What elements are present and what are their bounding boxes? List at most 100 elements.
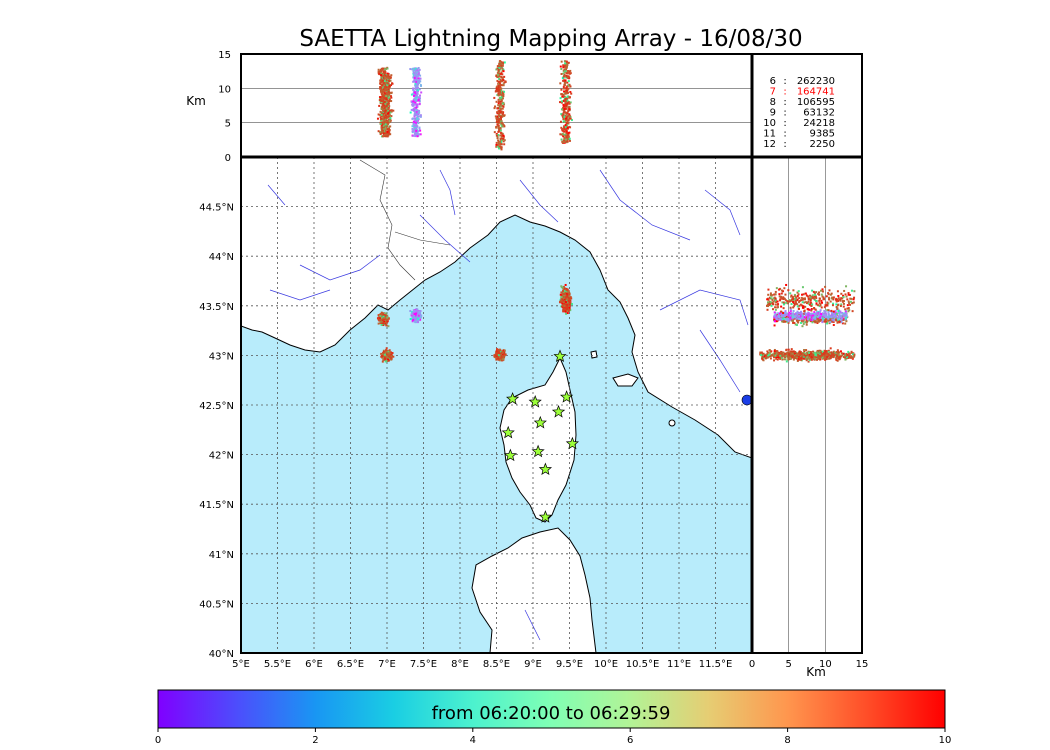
lightning-latitude-point <box>810 308 813 311</box>
lightning-altitude-point <box>384 118 387 121</box>
lightning-source-point <box>565 308 568 311</box>
lightning-source-point <box>503 351 506 354</box>
lightning-altitude-point <box>502 70 505 73</box>
count-separator: : <box>783 118 786 129</box>
lightning-latitude-point <box>842 352 845 355</box>
lightning-latitude-point <box>809 301 812 304</box>
lightning-latitude-point <box>811 303 814 306</box>
lightning-latitude-point <box>843 289 846 292</box>
lightning-latitude-point <box>826 309 829 312</box>
lightning-latitude-point <box>817 310 820 313</box>
lightning-latitude-point <box>788 300 791 303</box>
lightning-latitude-point <box>785 312 788 315</box>
lightning-altitude-point <box>565 85 568 88</box>
lightning-altitude-point <box>379 72 382 75</box>
lightning-latitude-point <box>806 315 809 318</box>
lightning-latitude-point <box>806 316 809 319</box>
lightning-altitude-point <box>417 110 420 113</box>
lightning-latitude-point <box>787 357 790 360</box>
lightning-latitude-point <box>819 316 822 319</box>
lightning-altitude-point <box>378 72 381 75</box>
lightning-source-point <box>413 313 416 316</box>
lightning-latitude-point <box>768 353 771 356</box>
lightning-sources-top <box>376 60 573 151</box>
lightning-source-point <box>417 314 420 317</box>
lightning-altitude-point <box>386 67 389 70</box>
lightning-altitude-point <box>419 74 422 77</box>
lightning-altitude-point <box>413 67 416 70</box>
lightning-latitude-point <box>808 319 811 322</box>
lightning-altitude-point <box>498 77 501 80</box>
lightning-altitude-point <box>500 132 503 135</box>
lightning-latitude-point <box>812 355 815 358</box>
lightning-latitude-point <box>830 316 833 319</box>
lightning-latitude-point <box>774 312 777 315</box>
lightning-latitude-point <box>779 287 782 290</box>
lightning-altitude-point <box>562 72 565 75</box>
lightning-latitude-point <box>778 288 781 291</box>
lightning-latitude-point <box>842 296 845 299</box>
lightning-source-point <box>564 289 567 292</box>
station-star-marker <box>533 415 547 429</box>
lightning-altitude-point <box>418 103 421 106</box>
lightning-altitude-point <box>501 113 504 116</box>
lightning-latitude-point <box>815 356 818 359</box>
lightning-latitude-point <box>835 306 838 309</box>
lightning-altitude-point <box>497 75 500 78</box>
lightning-altitude-point <box>565 121 568 124</box>
lightning-source-point <box>380 316 383 319</box>
lightning-altitude-point <box>389 117 392 120</box>
lightning-latitude-point <box>798 312 801 315</box>
lightning-altitude-point <box>418 79 421 82</box>
lightning-latitude-point <box>778 295 781 298</box>
count-separator: : <box>783 87 786 98</box>
lightning-latitude-point <box>786 320 789 323</box>
lightning-latitude-point <box>789 292 792 295</box>
lightning-latitude-point <box>776 350 779 353</box>
lightning-altitude-point <box>496 74 499 77</box>
lightning-altitude-point <box>498 93 501 96</box>
lightning-latitude-point <box>822 352 825 355</box>
lightning-altitude-point <box>418 68 421 71</box>
lightning-altitude-point <box>378 131 381 134</box>
lightning-latitude-point <box>776 303 779 306</box>
lightning-latitude-point <box>823 357 826 360</box>
lightning-latitude-point <box>776 358 779 361</box>
lightning-latitude-point <box>780 310 783 313</box>
lightning-source-point <box>385 359 388 362</box>
lightning-altitude-point <box>386 121 389 124</box>
sardinia-island <box>471 527 597 653</box>
lightning-altitude-point <box>411 130 414 133</box>
lightning-source-point <box>382 351 385 354</box>
lightning-altitude-point <box>381 87 384 90</box>
lightning-source-point <box>419 316 422 319</box>
station-markers <box>501 349 580 523</box>
lightning-latitude-point <box>835 351 838 354</box>
lightning-latitude-point <box>768 302 771 305</box>
lightning-latitude-point <box>803 316 806 319</box>
side-panel-xlabel: Km <box>806 665 826 679</box>
lightning-latitude-point <box>827 293 830 296</box>
lightning-latitude-point <box>845 285 848 288</box>
lightning-latitude-point <box>802 320 805 323</box>
lightning-altitude-point <box>380 74 383 77</box>
lightning-altitude-point <box>412 87 415 90</box>
lightning-latitude-point <box>844 317 847 320</box>
lightning-source-point <box>382 322 385 325</box>
lightning-latitude-point <box>769 300 772 303</box>
lightning-altitude-point <box>412 134 415 137</box>
lightning-altitude-point <box>496 111 499 114</box>
lightning-altitude-point <box>503 75 506 78</box>
lightning-latitude-point <box>775 287 778 290</box>
lightning-altitude-point <box>568 96 571 99</box>
lightning-altitude-point <box>378 96 381 99</box>
lightning-altitude-point <box>566 63 569 66</box>
count-value: 63132 <box>803 108 835 119</box>
lightning-latitude-point <box>810 309 813 312</box>
lightning-latitude-point <box>796 357 799 360</box>
lightning-latitude-point <box>770 350 773 353</box>
lightning-altitude-point <box>565 104 568 107</box>
lightning-altitude-point <box>503 114 506 117</box>
lightning-altitude-point <box>567 61 570 64</box>
lightning-altitude-point <box>567 75 570 78</box>
